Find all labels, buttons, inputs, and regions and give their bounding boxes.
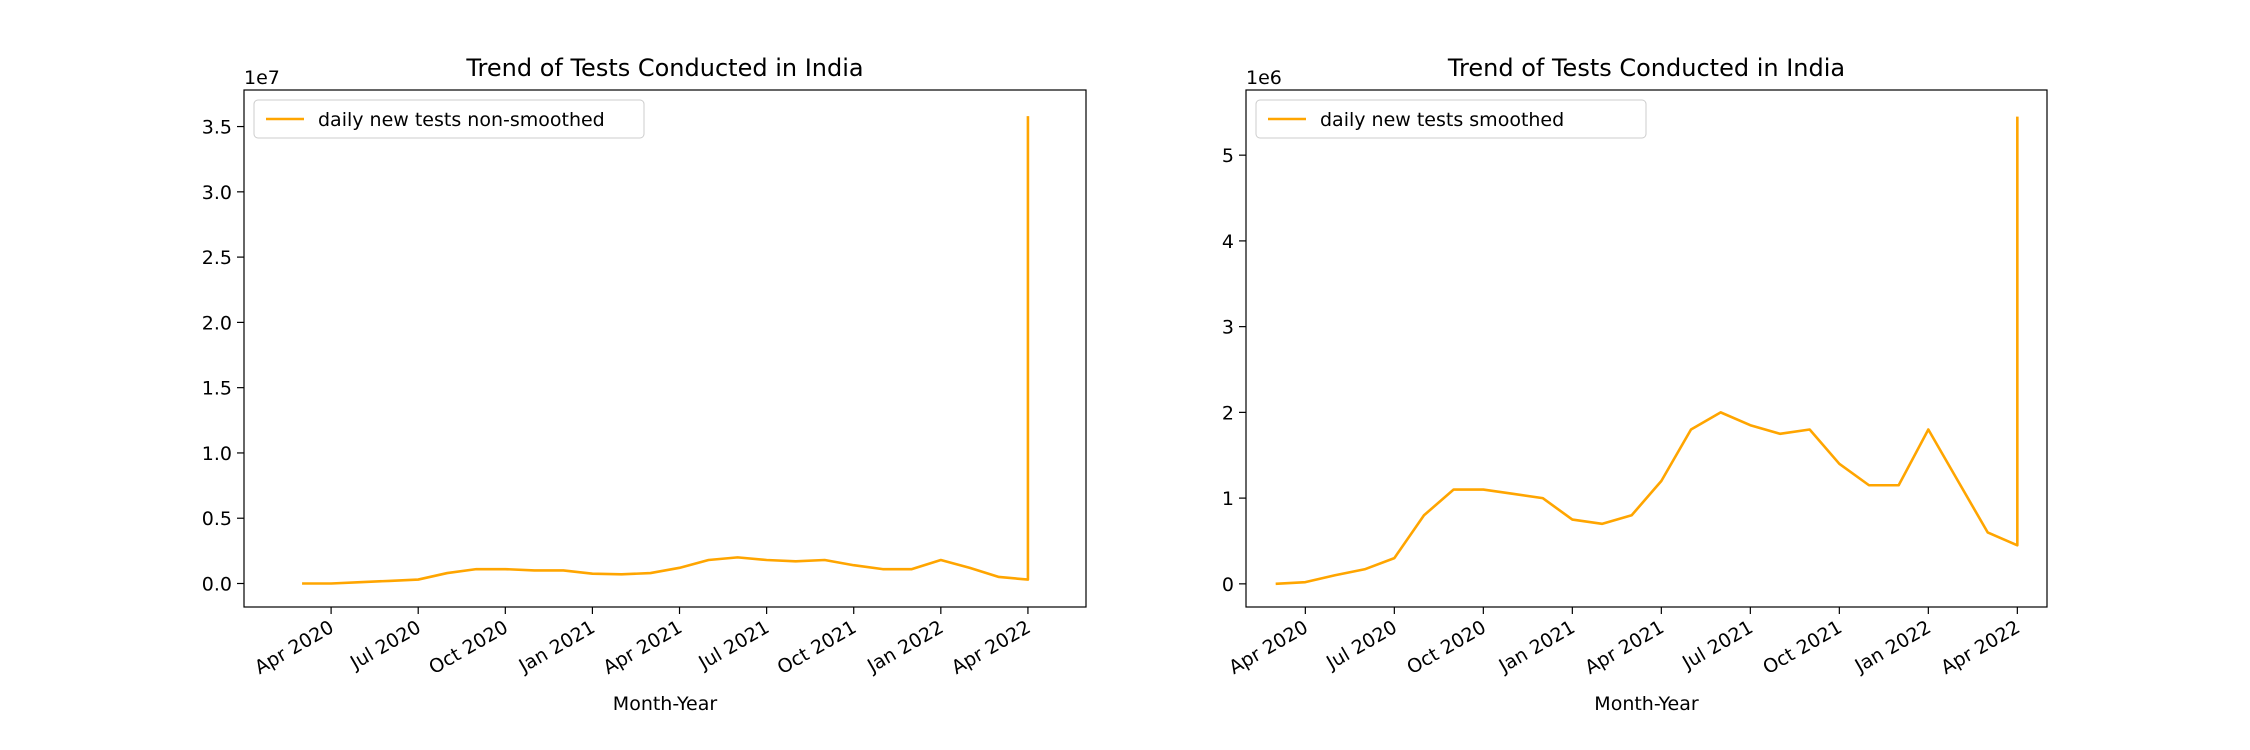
x-tick-label: Jan 2022 [863, 616, 947, 677]
data-line [302, 116, 1030, 585]
legend-box [1255, 99, 1647, 139]
legend-label: daily new tests non-smoothed [318, 109, 605, 131]
y-tick-label: 2.5 [202, 247, 232, 269]
plot-frame [1245, 89, 2048, 608]
y-tick-label: 3.0 [202, 182, 232, 204]
y-tick-label: 0 [1222, 574, 1234, 596]
x-tick-label: Jul 2020 [1322, 616, 1401, 674]
y-tick-label: 5 [1222, 145, 1234, 167]
legend-label: daily new tests smoothed [1320, 109, 1564, 131]
y-offset-label: 1e6 [1246, 67, 1282, 89]
x-axis-label: Month-Year [613, 693, 718, 715]
x-tick-label: Apr 2022 [1937, 616, 2024, 679]
x-tick-label: Oct 2021 [774, 616, 861, 679]
y-tick-label: 2 [1222, 402, 1234, 424]
y-offset-label: 1e7 [244, 67, 280, 89]
legend-box [253, 99, 645, 139]
x-tick-label: Jan 2022 [1850, 616, 1934, 677]
x-axis-label: Month-Year [1594, 693, 1699, 715]
data-line [1275, 116, 2019, 586]
chart-title: Trend of Tests Conducted in India [465, 54, 863, 82]
x-tick-label: Oct 2020 [425, 616, 512, 679]
x-tick-label: Oct 2021 [1759, 616, 1846, 679]
x-tick-label: Apr 2022 [948, 616, 1035, 679]
y-tick-label: 3.5 [202, 117, 232, 139]
y-tick-label: 1 [1222, 488, 1234, 510]
x-tick-label: Apr 2020 [1225, 616, 1312, 679]
x-tick-label: Jan 2021 [515, 616, 599, 677]
y-tick-label: 1.5 [202, 378, 232, 400]
chart-title: Trend of Tests Conducted in India [1447, 54, 1845, 82]
y-tick-label: 0.5 [202, 508, 232, 530]
y-tick-label: 3 [1222, 317, 1234, 339]
x-tick-label: Apr 2021 [599, 616, 686, 679]
x-tick-label: Jul 2021 [694, 616, 773, 674]
x-tick-label: Apr 2021 [1581, 616, 1668, 679]
y-tick-label: 1.0 [202, 443, 232, 465]
x-tick-label: Jul 2020 [346, 616, 425, 674]
x-tick-label: Apr 2020 [251, 616, 338, 679]
x-tick-label: Jul 2021 [1678, 616, 1757, 674]
x-tick-label: Jan 2021 [1494, 616, 1578, 677]
y-tick-label: 4 [1222, 231, 1234, 253]
y-tick-label: 0.0 [202, 574, 232, 596]
y-tick-label: 2.0 [202, 312, 232, 334]
plot-frame [243, 89, 1087, 608]
x-tick-label: Oct 2020 [1403, 616, 1490, 679]
